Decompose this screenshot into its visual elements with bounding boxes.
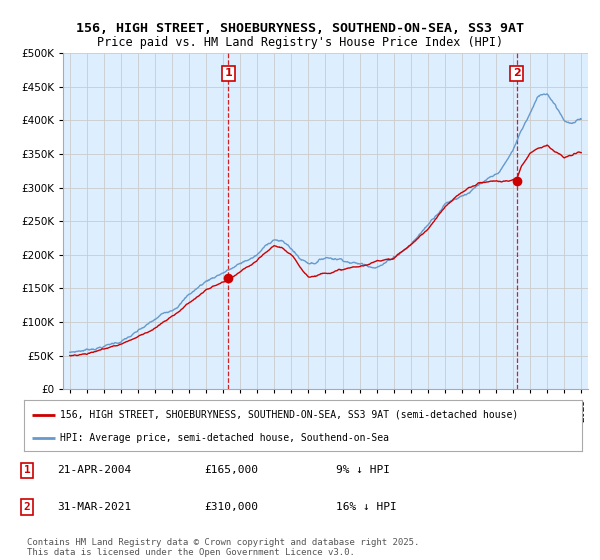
- Text: HPI: Average price, semi-detached house, Southend-on-Sea: HPI: Average price, semi-detached house,…: [60, 433, 389, 443]
- Text: £165,000: £165,000: [204, 465, 258, 475]
- Text: 2: 2: [23, 502, 31, 512]
- Text: 1: 1: [224, 68, 232, 78]
- Text: 16% ↓ HPI: 16% ↓ HPI: [336, 502, 397, 512]
- Text: £310,000: £310,000: [204, 502, 258, 512]
- Text: Price paid vs. HM Land Registry's House Price Index (HPI): Price paid vs. HM Land Registry's House …: [97, 36, 503, 49]
- Text: 156, HIGH STREET, SHOEBURYNESS, SOUTHEND-ON-SEA, SS3 9AT (semi-detached house): 156, HIGH STREET, SHOEBURYNESS, SOUTHEND…: [60, 409, 518, 419]
- Text: 21-APR-2004: 21-APR-2004: [57, 465, 131, 475]
- Text: Contains HM Land Registry data © Crown copyright and database right 2025.
This d: Contains HM Land Registry data © Crown c…: [27, 538, 419, 557]
- Text: 31-MAR-2021: 31-MAR-2021: [57, 502, 131, 512]
- Text: 1: 1: [23, 465, 31, 475]
- Text: 9% ↓ HPI: 9% ↓ HPI: [336, 465, 390, 475]
- Text: 2: 2: [513, 68, 520, 78]
- Text: 156, HIGH STREET, SHOEBURYNESS, SOUTHEND-ON-SEA, SS3 9AT: 156, HIGH STREET, SHOEBURYNESS, SOUTHEND…: [76, 22, 524, 35]
